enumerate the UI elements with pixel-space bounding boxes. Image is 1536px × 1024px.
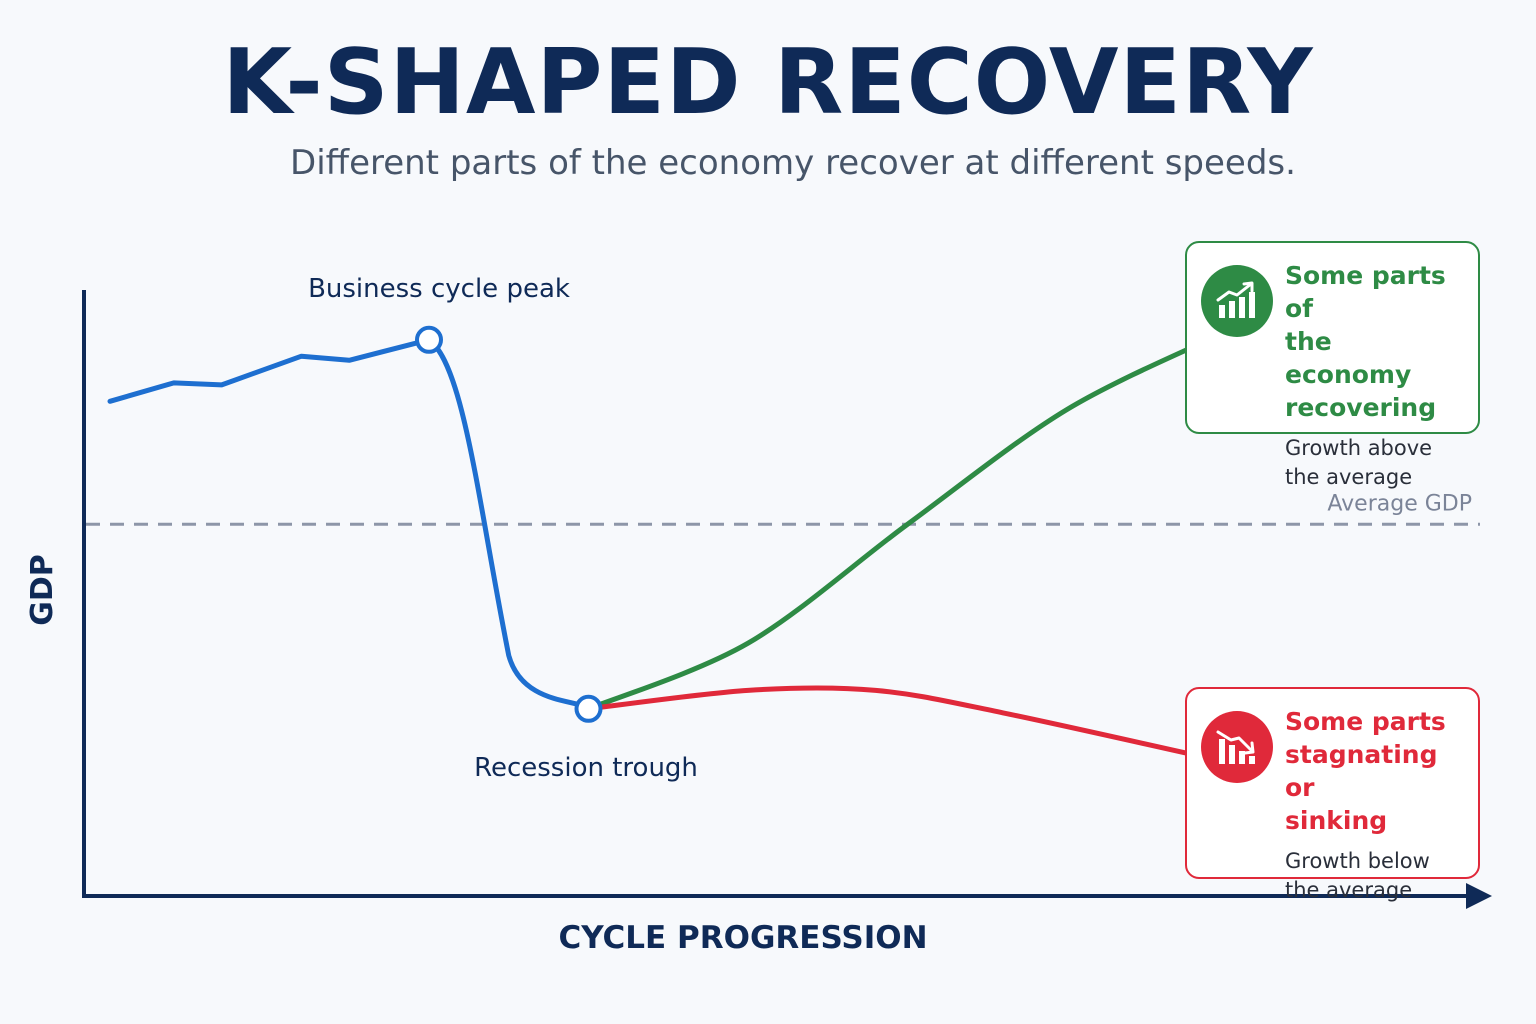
- trough-label: Recession trough: [474, 753, 698, 783]
- recovering-description: Growth above the average: [1285, 436, 1433, 489]
- stagnating-callout: Some parts stagnating or sinking Growth …: [1185, 687, 1480, 902]
- y-axis-label: GDP: [25, 554, 60, 626]
- recovering-title: Some parts of the economy recovering: [1285, 261, 1446, 422]
- chart-up-icon: [1201, 265, 1273, 337]
- chart-title: K-SHAPED RECOVERY: [222, 30, 1314, 135]
- peak-label: Business cycle peak: [308, 274, 570, 304]
- series-line-lower-branch: [586, 685, 1227, 762]
- stagnating-title: Some parts stagnating or sinking: [1285, 707, 1446, 835]
- chart-down-icon: [1201, 711, 1273, 783]
- x-axis-label: CYCLE PROGRESSION: [558, 920, 927, 956]
- series-layer: [107, 332, 1227, 762]
- chart-subtitle: Different parts of the economy recover a…: [290, 143, 1296, 183]
- peak-marker: [415, 325, 443, 354]
- trough-marker: [574, 694, 603, 723]
- series-line-upper-branch: [586, 332, 1227, 712]
- x-axis-arrow: [1466, 883, 1492, 909]
- average-gdp-label: Average GDP: [1327, 491, 1472, 516]
- stagnating-description: Growth below the average: [1285, 849, 1430, 902]
- recovering-callout: Some parts of the economy recovering Gro…: [1185, 241, 1480, 489]
- series-line-pre-recession: [107, 337, 591, 712]
